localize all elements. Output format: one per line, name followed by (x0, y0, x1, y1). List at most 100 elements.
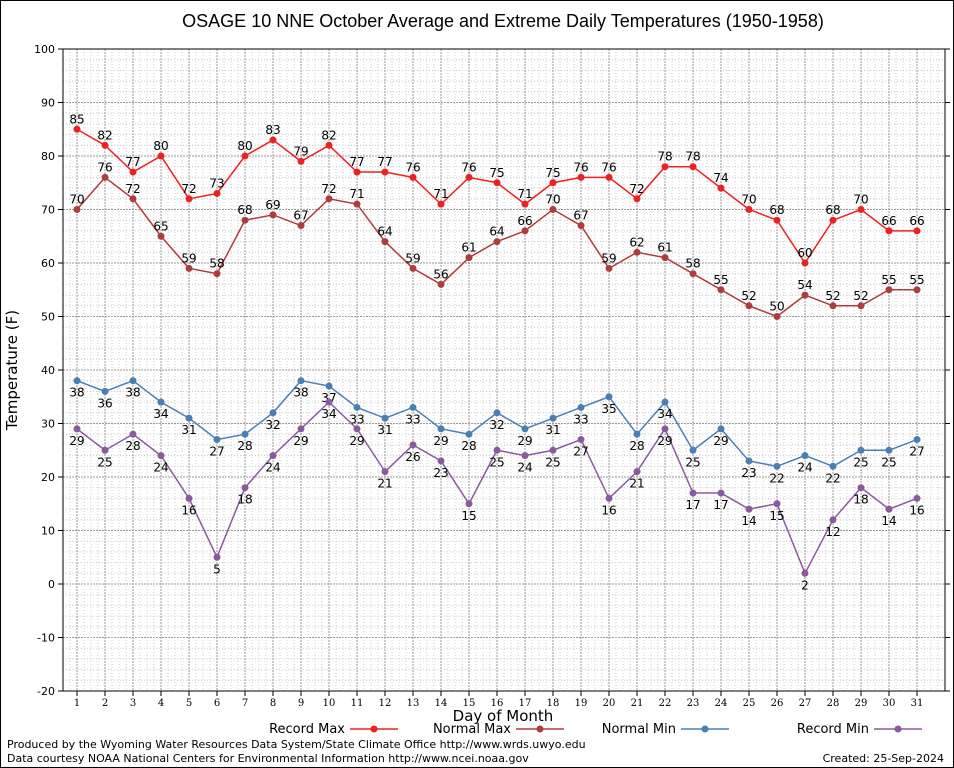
data-point (745, 206, 753, 213)
data-point (129, 377, 137, 385)
data-label: 85 (69, 112, 84, 126)
x-tick-label: 24 (715, 698, 728, 709)
data-label: 72 (321, 182, 336, 196)
data-point (801, 452, 809, 460)
data-label: 31 (545, 423, 560, 437)
data-point (829, 462, 837, 470)
data-point (73, 206, 81, 213)
data-point (409, 173, 417, 181)
series-normal-min: 38 36 38 34 31 27 28 32 38 37 33 31 33 29 28 32 29 31 33 35… (69, 377, 925, 485)
data-point (577, 403, 585, 411)
data-label: 25 (685, 455, 700, 469)
data-point (353, 403, 361, 411)
data-point (213, 270, 221, 278)
data-label: 18 (237, 493, 252, 507)
x-axis: 1 2 3 4 5 6 7 8 9 10 11 12 13 14 15 16 17 18 19 20 21 22 23 24 2… (74, 691, 923, 709)
data-point (381, 468, 389, 476)
data-point (857, 206, 865, 213)
x-tick-label: 25 (743, 698, 756, 709)
data-point (325, 195, 333, 203)
data-label: 52 (853, 289, 868, 303)
data-point (577, 222, 585, 230)
data-label: 65 (153, 219, 168, 233)
data-label: 64 (377, 225, 392, 239)
data-label: 59 (405, 251, 420, 265)
data-label: 55 (909, 273, 924, 287)
data-label: 71 (517, 187, 532, 201)
data-point (493, 179, 501, 187)
data-point (213, 553, 221, 561)
data-point (801, 569, 809, 577)
legend-marker (894, 725, 902, 733)
data-label: 28 (461, 439, 476, 453)
y-tick-label: 90 (41, 97, 55, 110)
data-point (129, 430, 137, 438)
data-point (633, 248, 641, 256)
data-label: 27 (573, 445, 588, 459)
x-tick-label: 9 (298, 698, 304, 709)
data-point (801, 259, 809, 267)
x-tick-label: 15 (463, 698, 476, 709)
data-point (437, 425, 445, 433)
x-tick-label: 22 (659, 698, 672, 709)
data-label: 66 (517, 214, 532, 228)
y-tick-label: 20 (41, 471, 55, 484)
data-point (493, 409, 501, 417)
data-point (633, 430, 641, 438)
y-tick-label: 40 (41, 364, 55, 377)
data-point (773, 216, 781, 224)
data-label: 82 (97, 128, 112, 142)
data-label: 66 (881, 214, 896, 228)
data-label: 80 (237, 139, 252, 153)
data-label: 33 (573, 412, 588, 426)
data-point (353, 425, 361, 433)
data-label: 80 (153, 139, 168, 153)
data-label: 38 (125, 386, 140, 400)
data-point (857, 302, 865, 310)
grid (63, 48, 945, 692)
x-tick-label: 18 (547, 698, 560, 709)
data-point (101, 387, 109, 395)
x-tick-label: 12 (379, 698, 392, 709)
data-label: 27 (909, 445, 924, 459)
legend-label: Normal Min (602, 722, 676, 737)
data-point (689, 446, 697, 454)
x-tick-label: 27 (799, 698, 812, 709)
x-tick-label: 21 (631, 698, 644, 709)
data-point (913, 286, 921, 294)
data-point (465, 500, 473, 508)
data-label: 22 (769, 471, 784, 485)
data-label: 16 (909, 503, 924, 517)
data-point (325, 398, 333, 406)
data-point (129, 168, 137, 176)
series-record-min: 29 25 28 24 16 5 18 24 29 34 29 21 26 23 15 25 24 25 27 16 2… (69, 398, 925, 592)
data-label: 33 (405, 412, 420, 426)
data-label: 24 (517, 461, 532, 475)
data-point (549, 414, 557, 422)
data-label: 23 (433, 466, 448, 480)
data-point (409, 264, 417, 272)
x-tick-label: 28 (827, 698, 840, 709)
data-label: 21 (377, 477, 392, 491)
data-label: 29 (713, 434, 728, 448)
y-tick-label: 30 (41, 418, 55, 431)
legend-label: Record Max (269, 722, 345, 737)
data-point (465, 430, 473, 438)
data-label: 67 (573, 209, 588, 223)
x-tick-label: 5 (186, 698, 192, 709)
data-label: 5 (213, 562, 221, 576)
x-axis-label: Day of Month (453, 707, 554, 725)
data-point (101, 141, 109, 149)
data-label: 26 (405, 450, 420, 464)
data-label: 72 (629, 182, 644, 196)
data-point (269, 136, 277, 144)
data-label: 73 (209, 176, 224, 190)
y-tick-label: 70 (41, 204, 55, 217)
data-point (605, 393, 613, 401)
data-point (605, 173, 613, 181)
produced-by-credit: Produced by the Wyoming Water Resources … (7, 738, 586, 751)
data-label: 33 (349, 412, 364, 426)
legend-marker (536, 725, 544, 733)
data-point (465, 173, 473, 181)
data-label: 28 (629, 439, 644, 453)
